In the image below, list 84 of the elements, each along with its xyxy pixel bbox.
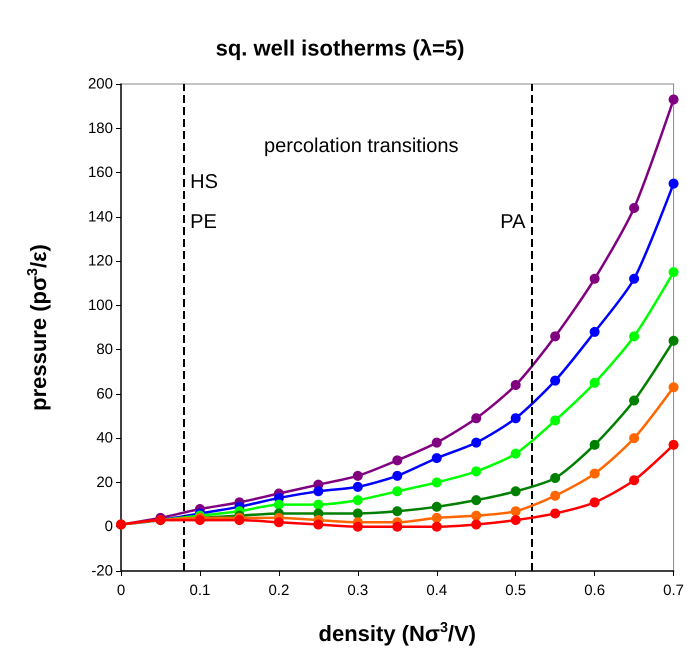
- y-tick-label: 80: [96, 341, 113, 358]
- point: [590, 468, 600, 479]
- point: [432, 438, 442, 448]
- y-tick-label: 140: [88, 208, 113, 226]
- point: [194, 515, 205, 526]
- point: [510, 486, 521, 496]
- point: [550, 415, 560, 426]
- y-tick-label: 120: [88, 252, 113, 270]
- point: [668, 382, 679, 392]
- point: [392, 470, 402, 481]
- point: [629, 396, 640, 406]
- chart-title: sq. well isotherms (λ=5): [216, 36, 464, 60]
- point: [471, 413, 482, 424]
- point: [629, 331, 640, 342]
- point: [668, 94, 679, 104]
- ref-line-label: HS PE: [190, 171, 218, 233]
- point: [313, 500, 324, 510]
- point: [392, 506, 402, 516]
- point: [352, 522, 363, 532]
- point: [471, 438, 482, 448]
- y-tick-label: -20: [91, 562, 113, 580]
- y-tick-label: 100: [88, 296, 113, 314]
- x-tick-label: 0.4: [426, 582, 448, 599]
- x-tick-label: 0.6: [584, 582, 606, 599]
- point: [471, 495, 482, 506]
- point: [668, 178, 679, 189]
- x-tick-label: 0.7: [663, 582, 684, 599]
- point: [550, 376, 560, 386]
- point: [629, 433, 640, 444]
- x-tick-label: 0.2: [268, 582, 290, 599]
- point: [629, 202, 640, 213]
- point: [352, 470, 363, 481]
- point: [234, 515, 244, 526]
- y-tick-label: 160: [88, 164, 113, 182]
- point: [352, 495, 363, 506]
- y-tick-label: 20: [96, 474, 113, 491]
- point: [629, 274, 640, 284]
- point: [432, 453, 442, 464]
- point: [352, 508, 363, 518]
- point: [510, 380, 521, 390]
- point: [550, 490, 560, 501]
- point: [392, 522, 402, 532]
- point: [590, 274, 600, 284]
- y-tick-label: 180: [88, 120, 113, 137]
- point: [668, 267, 679, 278]
- y-axis-title: pressure (pσ3/ε): [25, 244, 51, 411]
- point: [550, 508, 560, 518]
- point: [629, 475, 640, 486]
- y-tick-label: 200: [88, 76, 113, 92]
- point: [550, 473, 560, 484]
- point: [313, 520, 324, 530]
- point: [471, 466, 482, 476]
- point: [668, 440, 679, 450]
- point: [550, 331, 560, 342]
- x-tick-label: 0: [116, 582, 126, 599]
- point: [274, 500, 284, 510]
- point: [432, 512, 442, 523]
- x-tick-label: 0.3: [347, 582, 368, 599]
- point: [471, 520, 482, 530]
- point: [510, 413, 521, 424]
- point: [590, 497, 600, 508]
- point: [510, 515, 521, 526]
- y-tick-label: 0: [104, 518, 113, 536]
- point: [432, 502, 442, 512]
- point: [590, 378, 600, 388]
- point: [392, 486, 402, 496]
- y-tick-label: 60: [96, 385, 113, 402]
- point: [313, 486, 324, 496]
- x-tick-label: 0.1: [190, 582, 210, 599]
- point: [510, 506, 521, 516]
- point: [392, 455, 402, 466]
- annotation: percolation transitions: [264, 135, 459, 157]
- point: [590, 326, 600, 337]
- point: [432, 477, 442, 488]
- point: [432, 522, 442, 532]
- point: [590, 440, 600, 450]
- y-tick-label: 40: [96, 430, 113, 447]
- point: [668, 336, 679, 346]
- point: [352, 482, 363, 492]
- point: [471, 510, 482, 521]
- point: [274, 517, 284, 528]
- x-tick-label: 0.5: [505, 582, 526, 599]
- ref-line-label: PA: [500, 211, 526, 233]
- point: [510, 448, 521, 459]
